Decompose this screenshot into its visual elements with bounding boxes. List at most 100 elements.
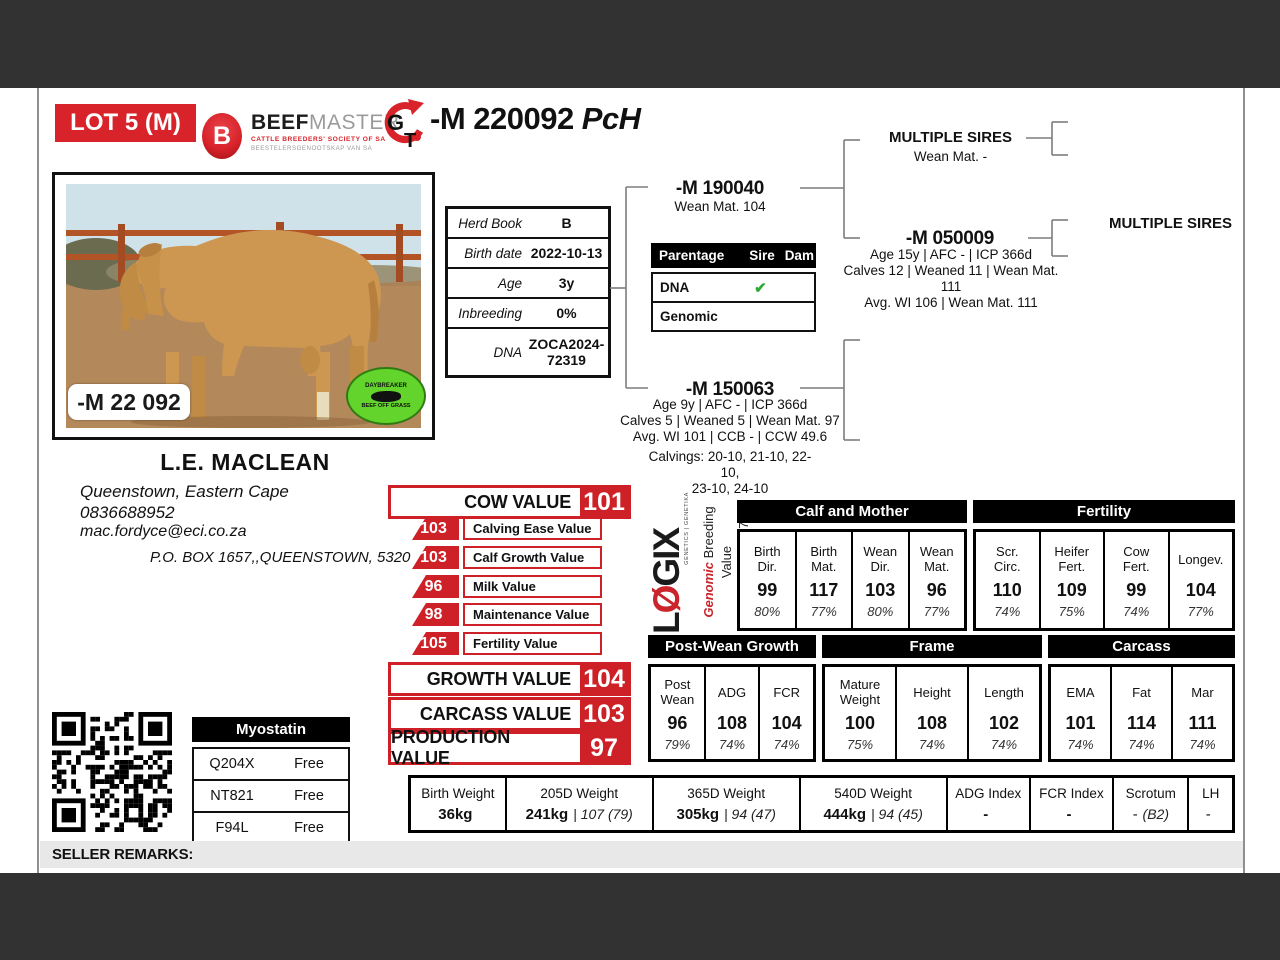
cow-value-box: COW VALUE 101 (388, 485, 631, 519)
dam-stats: Age 9y | AFC - | ICP 366d Calves 5 | Wea… (620, 397, 840, 444)
frame-table: Frame Mature Weight 100 75% Height 108 74% L… (822, 635, 1042, 762)
top-letterbox-bar (0, 0, 1280, 88)
stat-cell: Wean Mat. 96 77% (919, 544, 954, 619)
brand-subtitle-af: BEESTELERSGENOOTSKAP VAN SA (251, 144, 373, 152)
weights-table: Birth Weight 36kg 205D Weight 241kg | 107 (… (408, 775, 1235, 833)
weight-cell: 365D Weight 305kg | 94 (47) (654, 778, 801, 830)
dam-id: -M 150063 (685, 379, 775, 400)
myostatin-table: Q204X Free NT821 Free F94L Free (192, 747, 350, 845)
stat-cell: Length 102 74% (984, 684, 1024, 752)
weight-cell: FCR Index - (1031, 778, 1115, 830)
owner-location: Queenstown, Eastern Cape (80, 482, 289, 501)
post-wean-growth-table: Post-Wean Growth Post Wean 96 79% ADG 108 74… (648, 635, 816, 762)
weight-cell: ADG Index - (948, 778, 1031, 830)
badge-bottom-text: BEEF OFF GRASS (361, 402, 411, 409)
sire-stats: Wean Mat. 104 (674, 199, 766, 214)
photo-ear-tag-label: -M 22 092 (68, 384, 190, 420)
beefmaster-wordmark: BEEFMASTER CATTLE BREEDERS' SOCIETY OF S… (251, 112, 400, 152)
page-title: -M 220092 PcH (430, 101, 641, 137)
stat-cell: Height 108 74% (897, 667, 969, 759)
myostatin-table-header: Myostatin (192, 717, 350, 742)
dna-sire-check-icon: ✔ (754, 279, 767, 297)
weight-cell: Birth Weight 36kg (411, 778, 507, 830)
weight-cell: LH - (1202, 785, 1220, 823)
owner-name: L.E. MACLEAN (160, 449, 330, 475)
sire-sire-id: MULTIPLE SIRES (888, 129, 1013, 146)
daybreaker-badge-icon: DAYBREAKER BEEF OFF GRASS (346, 367, 426, 425)
table-row: Age 3y (448, 269, 608, 299)
herd-info-table: Herd Book B Birth date 2022-10-13 Age 3y In… (445, 206, 611, 378)
bull-photo-illustration (66, 184, 421, 428)
stat-cell: Mar 111 74% (1188, 684, 1217, 752)
table-row: Genomic (660, 309, 718, 324)
carcass-table: Carcass EMA 101 74% Fat 114 74% Mar 111 74% (1048, 635, 1235, 762)
table-row: NT821 Free (194, 781, 348, 813)
table-row: F94L Free (215, 820, 324, 836)
gt-genomic-logo-icon: G T (384, 99, 424, 152)
sire-sire-stats: Wean Mat. - (913, 149, 988, 164)
sub-value-row: 96 Milk Value (412, 575, 602, 598)
carcass-value-box: CARCASS VALUE 103 (388, 697, 631, 731)
logix-logo-icon: LØGIX GENETICS | GENETIKA (646, 492, 691, 634)
brand-master: MASTER (309, 111, 400, 134)
animal-photo: -M 22 092 DAYBREAKER BEEF OFF GRASS (52, 172, 435, 440)
badge-top-text: DAYBREAKER (365, 382, 407, 389)
stat-cell: Cow Fert. 99 74% (1105, 532, 1170, 628)
sub-value-row: 103 Calf Growth Value (412, 546, 602, 569)
animal-photo-image (66, 184, 421, 428)
table-row: Q204X Free (194, 749, 348, 781)
sub-value-row: 103 Calving Ease Value (412, 517, 602, 540)
weight-cell: 540D Weight 444kg | 94 (45) (801, 778, 948, 830)
stat-cell: EMA 101 74% (1051, 667, 1112, 759)
owner-email: mac.fordyce@eci.co.za (80, 523, 247, 540)
stat-cell: Birth Dir. 99 80% (740, 532, 797, 628)
qr-code (52, 712, 172, 832)
stat-cell: Fat 114 74% (1112, 667, 1173, 759)
badge-bull-icon (371, 390, 401, 402)
calf-and-mother-table: Calf and Mother Birth Dir. 99 80% Birth Ma… (737, 500, 967, 631)
owner-address: P.O. BOX 1657,,QUEENSTOWN, 5320 (150, 549, 411, 566)
seller-remarks-bar: SELLER REMARKS: (40, 841, 1243, 868)
weight-cell: 205D Weight 241kg | 107 (79) (507, 778, 654, 830)
stat-cell: Wean Dir. 103 80% (853, 532, 910, 628)
stat-cell: Longev. 104 77% (1178, 551, 1224, 619)
page-left-edge (37, 88, 39, 873)
parentage-table: DNA ✔ Genomic (651, 272, 816, 332)
lot-badge: LOT 5 (M) (55, 104, 196, 142)
owner-phone: 0836688952 (80, 503, 175, 522)
weight-cell: Scrotum - (B2) (1114, 778, 1190, 830)
brand-beef: BEEF (251, 111, 310, 134)
gen3-multiple-sires: MULTIPLE SIRES (1108, 215, 1233, 232)
stat-cell: ADG 108 74% (706, 667, 761, 759)
fertility-table: Fertility Scr. Circ. 110 74% Heifer Fert. 1… (973, 500, 1235, 631)
svg-text:T: T (404, 130, 416, 152)
table-row: Herd Book B (448, 209, 608, 239)
stat-cell: Heifer Fert. 109 75% (1041, 532, 1105, 628)
stat-cell: Scr. Circ. 110 74% (976, 532, 1041, 628)
sire-dam-id: -M 050009 (905, 228, 995, 249)
stat-cell: Post Wean 96 79% (651, 667, 706, 759)
stat-cell: Birth Mat. 117 77% (797, 532, 853, 628)
growth-value-box: GROWTH VALUE 104 (388, 662, 631, 696)
table-row: Inbreeding 0% (448, 299, 608, 329)
animal-suffix: PcH (581, 101, 641, 136)
sub-value-row: 105 Fertility Value (412, 632, 602, 655)
page-right-edge (1243, 88, 1245, 873)
brand-subtitle-en: CATTLE BREEDERS' SOCIETY OF SA (251, 136, 386, 143)
stat-cell: Mature Weight 100 75% (825, 667, 897, 759)
parentage-table-header: Parentage Sire Dam (651, 243, 816, 268)
sire-id: -M 190040 (675, 178, 765, 199)
dam-calvings: Calvings: 20-10, 21-10, 22-10, 23-10, 24… (648, 449, 812, 496)
table-row: DNA ZOCA2024-72319 (493, 336, 605, 368)
production-value-box: PRODUCTION VALUE 97 (388, 727, 631, 768)
sub-value-row: 98 Maintenance Value (412, 603, 602, 626)
table-row: Birth date 2022-10-13 (448, 239, 608, 269)
stat-cell: FCR 104 74% (771, 684, 802, 752)
beefmaster-logo-icon: B (202, 113, 242, 159)
svg-text:G: G (387, 110, 404, 135)
sire-dam-stats: Age 15y | AFC - | ICP 366d Calves 12 | W… (843, 247, 1059, 310)
animal-id: -M 220092 (430, 101, 574, 136)
bottom-letterbox-bar (0, 873, 1280, 960)
table-row: DNA ✔ (653, 274, 814, 303)
